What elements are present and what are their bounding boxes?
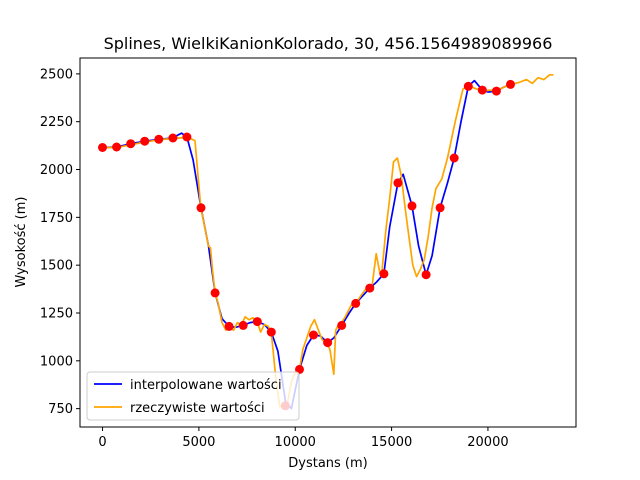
axis-ticks: 0 5000 10000 15000 20000 750 1000 1250 1500 1750 2…: [40, 67, 509, 450]
y-tick-label: 2000: [40, 163, 73, 178]
data-point-marker: [435, 203, 445, 213]
y-tick-label: 1500: [40, 259, 73, 274]
data-point-marker: [365, 283, 375, 293]
data-point-marker: [506, 79, 515, 89]
x-axis-label: Dystans (m): [288, 456, 368, 471]
y-tick-label: 750: [48, 402, 73, 417]
x-tick-label: 10000: [275, 435, 316, 450]
data-point-marker: [112, 142, 122, 152]
data-point-marker: [393, 178, 403, 188]
y-axis-label: Wysokość (m): [14, 197, 29, 288]
data-point-marker: [252, 317, 262, 327]
data-point-marker: [168, 133, 178, 143]
legend-label-actual: rzeczywiste wartości: [130, 401, 265, 416]
y-tick-label: 1750: [40, 211, 73, 226]
y-tick-label: 2500: [40, 67, 73, 82]
data-point-marker: [407, 201, 417, 211]
data-point-marker: [210, 288, 220, 298]
legend: interpolowane wartości rzeczywiste warto…: [86, 371, 300, 421]
y-tick-label: 1250: [40, 306, 73, 321]
data-point-marker: [182, 132, 192, 142]
data-point-marker: [196, 203, 206, 213]
x-tick-label: 20000: [467, 435, 508, 450]
data-point-marker: [140, 136, 150, 146]
x-tick-label: 5000: [182, 435, 215, 450]
data-point-marker: [477, 85, 487, 95]
data-point-marker: [266, 327, 276, 337]
data-point-marker: [449, 153, 459, 163]
data-point-marker: [351, 298, 361, 308]
data-point-marker: [224, 321, 234, 331]
y-tick-label: 2250: [40, 115, 73, 130]
data-point-marker: [463, 81, 473, 91]
data-point-marker: [126, 139, 136, 149]
legend-box: [86, 371, 300, 421]
data-point-marker: [421, 270, 431, 280]
plot-area: [98, 73, 554, 411]
data-point-marker: [238, 320, 248, 330]
data-point-marker: [323, 338, 333, 348]
data-point-marker: [98, 143, 107, 152]
data-point-marker: [309, 330, 318, 340]
data-point-marker: [491, 86, 501, 96]
plot-frame: [79, 57, 577, 428]
x-tick-label: 15000: [371, 435, 412, 450]
legend-label-interpolated: interpolowane wartości: [130, 378, 282, 393]
x-tick-label: 0: [98, 435, 106, 450]
y-tick-label: 1000: [40, 354, 73, 369]
chart-title: Splines, WielkiKanionKolorado, 30, 456.1…: [104, 34, 553, 53]
data-point-marker: [154, 134, 164, 144]
data-point-marker: [379, 269, 389, 279]
data-point-marker: [337, 320, 347, 330]
